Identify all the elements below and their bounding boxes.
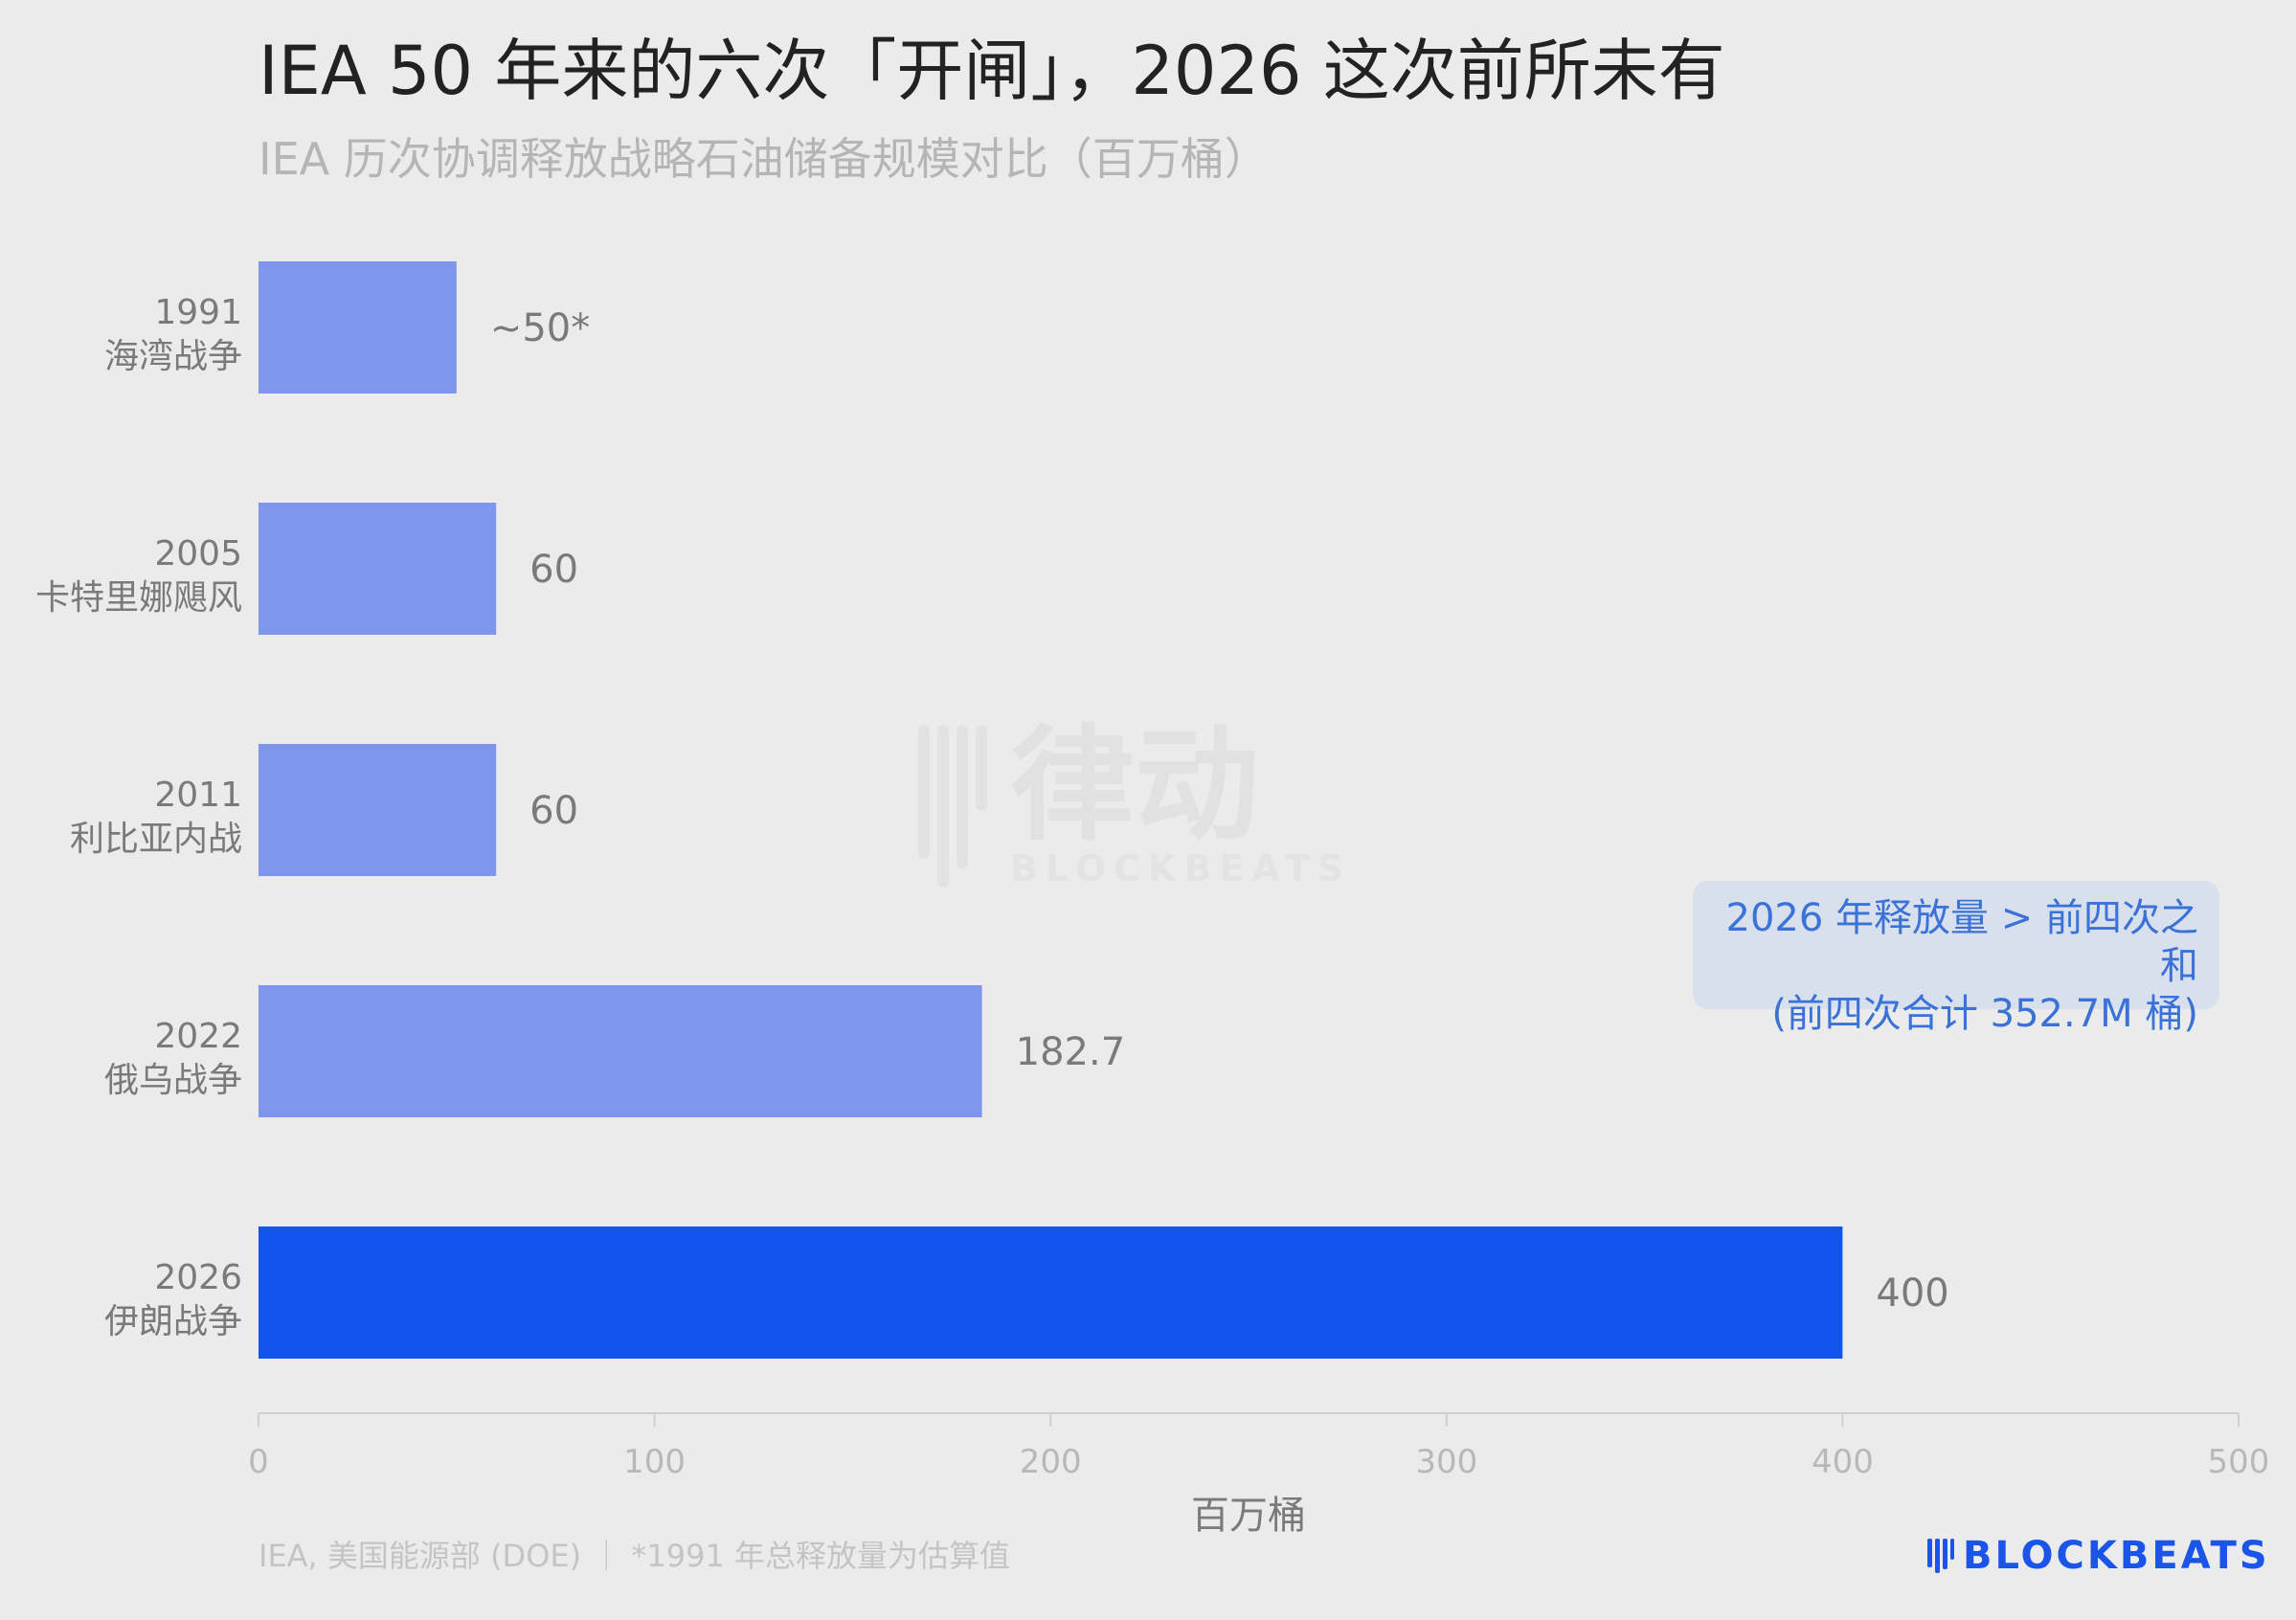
value-label-2026: 400	[1876, 1271, 1948, 1316]
brand-bars-icon	[1927, 1539, 1954, 1573]
bars-layer	[259, 261, 1843, 1359]
chart-title: IEA 50 年来的六次「开闸」，2026 这次前所未有	[259, 32, 1725, 110]
category-year-2022: 2022	[154, 1017, 242, 1056]
watermark-text-en: BLOCKBEATS	[1010, 847, 1352, 889]
annotation-line-1: 2026 年释放量 > 前四次之和	[1725, 896, 2198, 988]
category-year-1991: 1991	[154, 293, 242, 332]
bar-1991	[259, 261, 457, 394]
x-axis: 0 100 200 300 400 500 百万桶	[248, 1412, 2270, 1538]
x-tick-label-300: 300	[1415, 1443, 1477, 1481]
value-label-1991: ~50*	[490, 306, 590, 350]
watermark-text-cn: 律动	[1010, 712, 1260, 858]
x-tick-label-100: 100	[623, 1443, 686, 1481]
category-year-2026: 2026	[154, 1258, 242, 1297]
brand-logo: BLOCKBEATS	[1926, 1534, 2270, 1578]
bar-2005	[259, 503, 497, 635]
value-label-2022: 182.7	[1016, 1030, 1126, 1074]
bar-2022	[259, 985, 982, 1117]
category-name-2022: 俄乌战争	[104, 1061, 242, 1100]
category-year-2005: 2005	[154, 534, 242, 574]
x-tick-label-200: 200	[1020, 1443, 1082, 1481]
x-tick-label-500: 500	[2208, 1443, 2270, 1481]
watermark: 律动 BLOCKBEATS	[914, 723, 1351, 889]
annotation-box: 2026 年释放量 > 前四次之和 (前四次合计 352.7M 桶)	[1693, 881, 2219, 1036]
brand-name: BLOCKBEATS	[1963, 1534, 2270, 1578]
source-note: IEA, 美国能源部 (DOE) ｜ *1991 年总释放量为估算值	[259, 1538, 1011, 1574]
value-label-2005: 60	[529, 548, 578, 592]
chart-subtitle: IEA 历次协调释放战略石油储备规模对比（百万桶）	[259, 133, 1269, 185]
x-tick-label-400: 400	[1812, 1443, 1874, 1481]
bar-2026	[259, 1226, 1843, 1359]
category-name-2026: 伊朗战争	[104, 1302, 242, 1341]
category-name-2005: 卡特里娜飓风	[35, 578, 242, 618]
category-name-1991: 海湾战争	[104, 337, 242, 376]
x-tick-label-0: 0	[248, 1443, 269, 1481]
category-name-2011: 利比亚内战	[70, 820, 242, 859]
x-axis-title: 百万桶	[1191, 1494, 1306, 1538]
annotation-line-2: (前四次合计 352.7M 桶)	[1771, 992, 2198, 1036]
bar-2011	[259, 744, 497, 876]
category-year-2011: 2011	[154, 776, 242, 815]
watermark-bars-icon	[918, 725, 987, 888]
value-label-2011: 60	[529, 789, 578, 833]
